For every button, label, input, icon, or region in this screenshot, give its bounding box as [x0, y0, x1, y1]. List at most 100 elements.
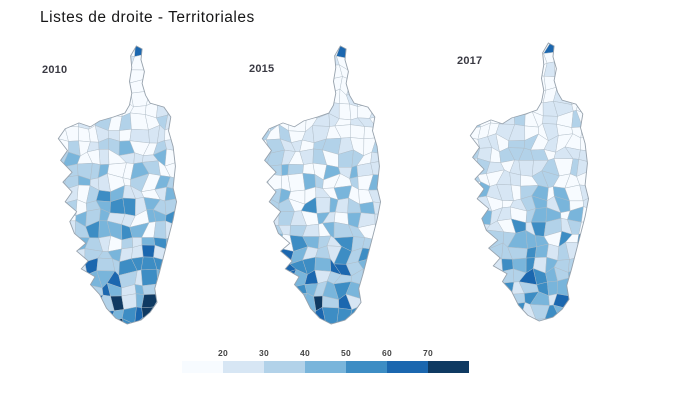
commune-cell — [65, 45, 81, 59]
commune-cell — [262, 295, 271, 311]
commune-cell — [470, 232, 480, 246]
commune-cell — [478, 229, 489, 250]
commune-cell — [265, 92, 283, 108]
commune-cell — [359, 292, 377, 307]
commune-cell — [170, 76, 177, 94]
commune-cell — [507, 99, 526, 116]
commune-cell — [142, 45, 161, 59]
commune-cell — [74, 319, 85, 325]
commune-cell — [111, 79, 125, 97]
commune-cell — [61, 305, 78, 323]
commune-cell — [544, 318, 561, 322]
map-year-label-2010: 2010 — [42, 64, 68, 76]
commune-cell — [470, 62, 475, 78]
commune-cell — [486, 99, 501, 114]
commune-cell — [496, 42, 514, 54]
commune-cell — [84, 101, 99, 121]
commune-cell — [262, 161, 270, 179]
commune-cell — [371, 257, 381, 275]
commune-cell — [359, 201, 376, 215]
commune-cell — [575, 79, 589, 89]
commune-cell — [553, 61, 572, 77]
commune-cell — [470, 208, 481, 224]
commune-cell — [470, 54, 476, 69]
commune-cell — [360, 45, 378, 60]
commune-cell — [519, 319, 537, 322]
commune-cell — [576, 86, 589, 103]
commune-cell — [265, 55, 284, 72]
commune-cell — [95, 310, 115, 324]
commune-cell — [477, 317, 491, 322]
commune-cell — [370, 151, 381, 164]
commune-cell — [112, 89, 126, 108]
commune-cell — [578, 67, 589, 81]
commune-cell — [473, 63, 488, 81]
commune-cell — [111, 66, 123, 81]
commune-cell — [474, 97, 490, 114]
commune-cell — [356, 162, 374, 177]
commune-cell — [58, 273, 70, 289]
commune-cell — [166, 52, 177, 71]
commune-cell — [570, 50, 580, 68]
legend-color-segment — [264, 361, 305, 373]
commune-cell — [553, 50, 573, 66]
commune-cell — [565, 64, 586, 80]
commune-cell — [518, 160, 534, 177]
commune-cell — [519, 49, 539, 70]
commune-cell — [346, 79, 359, 96]
commune-cell — [58, 309, 68, 324]
commune-cell — [98, 67, 116, 84]
commune-cell — [166, 260, 177, 275]
commune-cell — [119, 128, 132, 142]
commune-cell — [472, 42, 489, 55]
commune-cell — [143, 68, 156, 80]
commune-cell — [507, 314, 524, 322]
commune-cell — [470, 220, 480, 237]
choropleth-map-2015 — [261, 45, 382, 325]
commune-cell — [63, 236, 76, 252]
commune-cell — [278, 45, 297, 59]
commune-cell — [74, 52, 90, 66]
commune-cell — [523, 73, 534, 92]
commune-cell — [577, 256, 589, 273]
commune-cell — [313, 64, 325, 81]
commune-cell — [488, 111, 501, 125]
legend-color-segment — [223, 361, 264, 373]
commune-cell — [58, 202, 66, 216]
commune-cell — [63, 245, 75, 265]
commune-cell — [277, 92, 295, 103]
commune-cell — [569, 42, 579, 55]
commune-cell — [350, 124, 365, 139]
commune-cell — [470, 253, 482, 272]
commune-cell — [268, 247, 285, 259]
island-outline — [57, 45, 178, 325]
commune-cell — [169, 272, 177, 285]
commune-cell — [63, 215, 77, 222]
commune-cell — [277, 100, 293, 115]
commune-cell — [264, 257, 285, 275]
commune-cell — [499, 51, 515, 68]
commune-cell — [362, 56, 372, 71]
commune-cell — [109, 45, 126, 56]
commune-cell — [58, 186, 66, 205]
commune-cell — [368, 81, 381, 95]
commune-cell — [288, 66, 307, 82]
commune-cell — [480, 281, 490, 297]
commune-cell — [312, 53, 329, 67]
commune-cell — [164, 161, 177, 181]
commune-cell — [153, 220, 167, 239]
commune-cell — [312, 77, 325, 96]
commune-cell — [141, 293, 162, 309]
commune-cell — [166, 319, 177, 325]
commune-cell — [559, 42, 573, 52]
commune-cell — [262, 232, 274, 250]
commune-cell — [276, 294, 297, 313]
commune-cell — [470, 42, 476, 56]
commune-cell — [289, 309, 307, 325]
commune-cell — [58, 285, 70, 298]
commune-cell — [66, 92, 79, 103]
figure-title: Listes de droite - Territoriales — [40, 9, 255, 26]
commune-cell — [266, 173, 283, 192]
commune-cell — [577, 242, 589, 258]
commune-cell — [78, 126, 91, 143]
